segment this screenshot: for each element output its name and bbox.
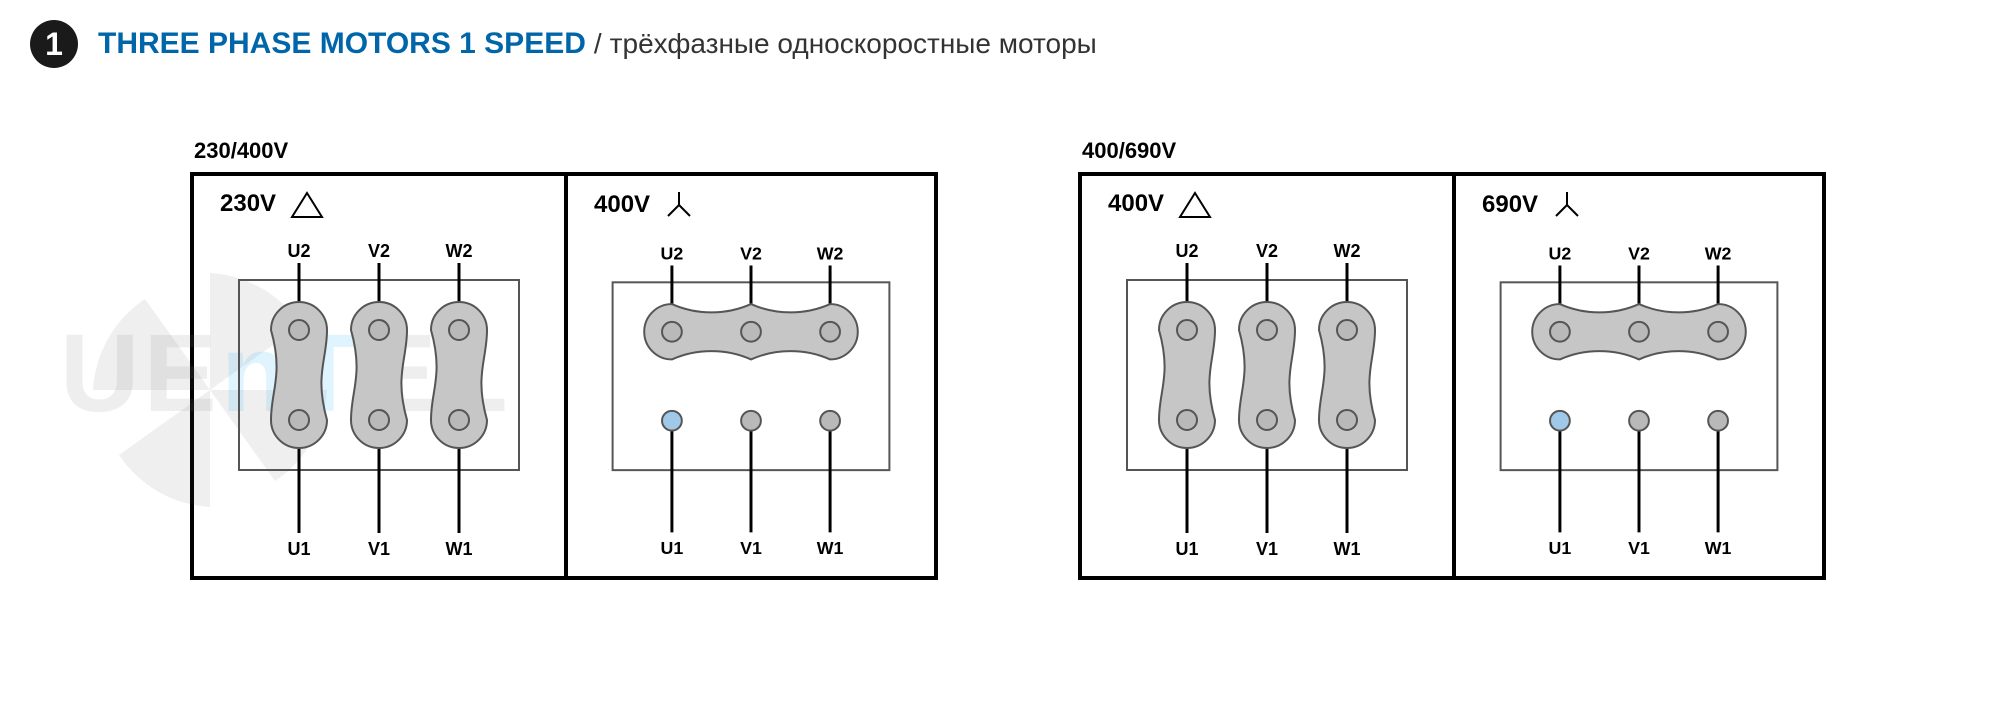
sub-panel-header: 400V bbox=[1092, 190, 1442, 219]
svg-text:V1: V1 bbox=[368, 539, 390, 559]
svg-text:U1: U1 bbox=[1175, 539, 1198, 559]
svg-text:U1: U1 bbox=[661, 538, 684, 558]
terminal-diagram: U2 V2 W2 U1 V1 W1 bbox=[578, 226, 924, 566]
svg-text:U2: U2 bbox=[287, 241, 310, 261]
sub-voltage-label: 400V bbox=[1108, 190, 1164, 218]
svg-text:U2: U2 bbox=[661, 244, 684, 264]
svg-text:W1: W1 bbox=[817, 538, 844, 558]
terminal-diagram: U2 V2 W2 U1 V1 W1 bbox=[1466, 226, 1812, 566]
sub-voltage-label: 230V bbox=[220, 190, 276, 218]
diagram-panels-row: 230/400V 230V U2 V2 W2 U1 V1 W1 400V U2 V2 W2 U1 V1… bbox=[0, 88, 2001, 580]
svg-text:V2: V2 bbox=[740, 244, 762, 264]
voltage-group: 400/690V 400V U2 V2 W2 U1 V1 W1 690V U2 V2 W2 U1 V1… bbox=[1078, 138, 1826, 580]
svg-text:V1: V1 bbox=[1628, 538, 1650, 558]
sub-voltage-label: 690V bbox=[1482, 191, 1538, 219]
svg-text:W2: W2 bbox=[446, 241, 473, 261]
section-number-badge: 1 bbox=[30, 20, 78, 68]
delta-icon bbox=[290, 190, 324, 219]
svg-text:U2: U2 bbox=[1549, 244, 1572, 264]
sub-panel-header: 400V bbox=[578, 190, 924, 220]
voltage-group: 230/400V 230V U2 V2 W2 U1 V1 W1 400V U2 V2 W2 U1 V1… bbox=[190, 138, 938, 580]
badge-number: 1 bbox=[45, 26, 63, 63]
svg-text:W1: W1 bbox=[1334, 539, 1361, 559]
svg-text:V2: V2 bbox=[368, 241, 390, 261]
star-icon bbox=[1552, 190, 1582, 220]
terminal-diagram: U2 V2 W2 U1 V1 W1 bbox=[1092, 225, 1442, 565]
wiring-sub-panel: 400V U2 V2 W2 U1 V1 W1 bbox=[564, 176, 934, 576]
wiring-sub-panel: 230V U2 V2 W2 U1 V1 W1 bbox=[194, 176, 564, 576]
svg-text:W2: W2 bbox=[1334, 241, 1361, 261]
svg-text:U1: U1 bbox=[287, 539, 310, 559]
svg-text:W2: W2 bbox=[817, 244, 844, 264]
title-english: THREE PHASE MOTORS 1 SPEED bbox=[98, 27, 586, 61]
svg-text:U2: U2 bbox=[1175, 241, 1198, 261]
delta-icon bbox=[1178, 190, 1212, 219]
svg-text:U1: U1 bbox=[1549, 538, 1572, 558]
wiring-panel-box: 400V U2 V2 W2 U1 V1 W1 690V U2 V2 W2 U1 V1 W1 bbox=[1078, 172, 1826, 580]
sub-panel-header: 230V bbox=[204, 190, 554, 219]
svg-text:V2: V2 bbox=[1628, 244, 1650, 264]
sub-panel-header: 690V bbox=[1466, 190, 1812, 220]
title-russian: трёхфазные односкоростные моторы bbox=[610, 28, 1097, 60]
svg-text:V2: V2 bbox=[1256, 241, 1278, 261]
svg-text:W1: W1 bbox=[1705, 538, 1732, 558]
section-header: 1 THREE PHASE MOTORS 1 SPEED / трёхфазны… bbox=[0, 0, 2001, 88]
star-icon bbox=[664, 190, 694, 220]
wiring-sub-panel: 690V U2 V2 W2 U1 V1 W1 bbox=[1452, 176, 1822, 576]
group-voltage-label: 400/690V bbox=[1078, 138, 1826, 164]
svg-text:V1: V1 bbox=[1256, 539, 1278, 559]
svg-text:W2: W2 bbox=[1705, 244, 1732, 264]
title-separator: / bbox=[594, 28, 602, 60]
wiring-sub-panel: 400V U2 V2 W2 U1 V1 W1 bbox=[1082, 176, 1452, 576]
svg-text:V1: V1 bbox=[740, 538, 762, 558]
group-voltage-label: 230/400V bbox=[190, 138, 938, 164]
terminal-diagram: U2 V2 W2 U1 V1 W1 bbox=[204, 225, 554, 565]
wiring-panel-box: 230V U2 V2 W2 U1 V1 W1 400V U2 V2 W2 U1 V1 W1 bbox=[190, 172, 938, 580]
svg-text:W1: W1 bbox=[446, 539, 473, 559]
sub-voltage-label: 400V bbox=[594, 191, 650, 219]
